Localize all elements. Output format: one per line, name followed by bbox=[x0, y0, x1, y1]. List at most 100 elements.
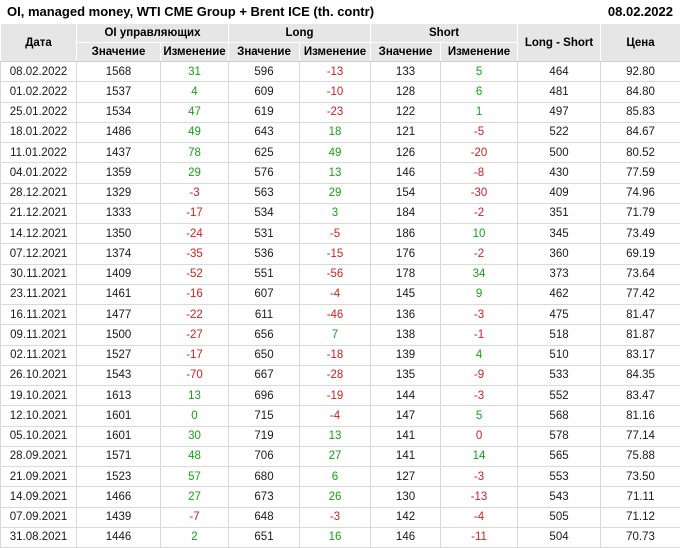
short-value-cell: 178 bbox=[370, 263, 442, 285]
short-change-cell: -3 bbox=[440, 384, 519, 407]
long-short-cell: 522 bbox=[517, 121, 602, 144]
short-value-cell: 121 bbox=[370, 121, 442, 144]
short-value-cell: 127 bbox=[370, 465, 442, 488]
long-value-cell: 651 bbox=[228, 526, 300, 548]
table-row: 11.01.2022 1437 78 625 49 126 -20 500 80.52 bbox=[0, 141, 680, 164]
long-value-cell: 696 bbox=[228, 384, 300, 407]
title-bar: OI, managed money, WTI CME Group + Brent… bbox=[0, 0, 680, 23]
oi-change-cell: 57 bbox=[160, 465, 229, 488]
long-change-cell: -56 bbox=[298, 263, 372, 285]
date-cell: 01.02.2022 bbox=[0, 81, 77, 103]
short-value-cell: 145 bbox=[370, 283, 442, 306]
oi-change-cell: -17 bbox=[160, 344, 229, 366]
long-value-cell: 607 bbox=[228, 283, 300, 306]
table-row: 21.12.2021 1333 -17 534 3 184 -2 351 71.79 bbox=[0, 202, 680, 225]
short-change-cell: 10 bbox=[440, 222, 519, 245]
long-value-cell: 563 bbox=[228, 182, 300, 204]
short-value-cell: 154 bbox=[370, 182, 442, 204]
price-cell: 71.79 bbox=[600, 202, 680, 225]
oi-change-cell: 30 bbox=[160, 425, 229, 447]
long-change-cell: -4 bbox=[298, 283, 372, 306]
date-cell: 19.10.2021 bbox=[0, 384, 77, 407]
date-cell: 26.10.2021 bbox=[0, 364, 77, 387]
long-change-cell: 16 bbox=[298, 526, 372, 548]
short-change-cell: -9 bbox=[440, 364, 519, 387]
short-change-cell: 34 bbox=[440, 263, 519, 285]
oi-value-cell: 1329 bbox=[76, 182, 161, 204]
price-cell: 70.73 bbox=[600, 526, 680, 548]
date-cell: 07.12.2021 bbox=[0, 243, 77, 265]
col-header-price: Цена bbox=[600, 23, 680, 62]
price-cell: 81.47 bbox=[600, 303, 680, 326]
long-short-cell: 578 bbox=[517, 425, 602, 447]
col-header-long-change: Изменение bbox=[298, 42, 372, 62]
long-short-cell: 533 bbox=[517, 364, 602, 387]
short-value-cell: 186 bbox=[370, 222, 442, 245]
oi-change-cell: -16 bbox=[160, 283, 229, 306]
long-value-cell: 551 bbox=[228, 263, 300, 285]
short-value-cell: 184 bbox=[370, 202, 442, 225]
table-row: 28.09.2021 1571 48 706 27 141 14 565 75.88 bbox=[0, 445, 680, 468]
price-cell: 75.88 bbox=[600, 445, 680, 468]
report-date: 08.02.2022 bbox=[607, 4, 673, 19]
price-cell: 84.80 bbox=[600, 81, 680, 103]
long-short-cell: 543 bbox=[517, 486, 602, 508]
short-value-cell: 130 bbox=[370, 486, 442, 508]
table-row: 18.01.2022 1486 49 643 18 121 -5 522 84.67 bbox=[0, 121, 680, 144]
long-value-cell: 609 bbox=[228, 81, 300, 103]
col-header-short-value: Значение bbox=[370, 42, 442, 62]
long-short-cell: 497 bbox=[517, 101, 602, 123]
oi-value-cell: 1500 bbox=[76, 324, 161, 346]
oi-change-cell: 29 bbox=[160, 162, 229, 184]
long-short-cell: 500 bbox=[517, 141, 602, 164]
price-cell: 92.80 bbox=[600, 60, 680, 83]
table-header: Дата OI управляющих Long Short Long - Sh… bbox=[0, 23, 680, 62]
short-change-cell: -8 bbox=[440, 162, 519, 184]
col-group-oi: OI управляющих bbox=[76, 23, 229, 43]
short-change-cell: 5 bbox=[440, 60, 519, 83]
short-value-cell: 176 bbox=[370, 243, 442, 265]
short-value-cell: 139 bbox=[370, 344, 442, 366]
oi-change-cell: 4 bbox=[160, 81, 229, 103]
price-cell: 77.14 bbox=[600, 425, 680, 447]
price-cell: 85.83 bbox=[600, 101, 680, 123]
date-cell: 12.10.2021 bbox=[0, 405, 77, 427]
table-row: 14.09.2021 1466 27 673 26 130 -13 543 71.11 bbox=[0, 486, 680, 508]
short-value-cell: 133 bbox=[370, 60, 442, 83]
date-cell: 08.02.2022 bbox=[0, 60, 77, 83]
short-value-cell: 138 bbox=[370, 324, 442, 346]
long-change-cell: 6 bbox=[298, 465, 372, 488]
oi-value-cell: 1439 bbox=[76, 506, 161, 528]
short-change-cell: -11 bbox=[440, 526, 519, 548]
oi-change-cell: -22 bbox=[160, 303, 229, 326]
long-value-cell: 706 bbox=[228, 445, 300, 468]
oi-change-cell: -3 bbox=[160, 182, 229, 204]
col-group-short: Short bbox=[370, 23, 519, 43]
date-cell: 25.01.2022 bbox=[0, 101, 77, 123]
short-value-cell: 135 bbox=[370, 364, 442, 387]
long-short-cell: 475 bbox=[517, 303, 602, 326]
oi-value-cell: 1350 bbox=[76, 222, 161, 245]
report-title: OI, managed money, WTI CME Group + Brent… bbox=[7, 4, 375, 19]
long-value-cell: 719 bbox=[228, 425, 300, 447]
oi-change-cell: -35 bbox=[160, 243, 229, 265]
date-cell: 14.12.2021 bbox=[0, 222, 77, 245]
oi-value-cell: 1477 bbox=[76, 303, 161, 326]
oi-value-cell: 1461 bbox=[76, 283, 161, 306]
price-cell: 74.96 bbox=[600, 182, 680, 204]
table-row: 02.11.2021 1527 -17 650 -18 139 4 510 83.17 bbox=[0, 344, 680, 366]
short-value-cell: 144 bbox=[370, 384, 442, 407]
table-row: 05.10.2021 1601 30 719 13 141 0 578 77.14 bbox=[0, 425, 680, 447]
price-cell: 77.42 bbox=[600, 283, 680, 306]
table-row: 04.01.2022 1359 29 576 13 146 -8 430 77.59 bbox=[0, 162, 680, 184]
col-header-short-change: Изменение bbox=[440, 42, 519, 62]
oi-change-cell: 31 bbox=[160, 60, 229, 83]
long-value-cell: 619 bbox=[228, 101, 300, 123]
short-change-cell: 9 bbox=[440, 283, 519, 306]
short-value-cell: 146 bbox=[370, 162, 442, 184]
long-change-cell: -18 bbox=[298, 344, 372, 366]
short-change-cell: -2 bbox=[440, 202, 519, 225]
table-row: 09.11.2021 1500 -27 656 7 138 -1 518 81.87 bbox=[0, 324, 680, 346]
col-group-long: Long bbox=[227, 23, 372, 43]
